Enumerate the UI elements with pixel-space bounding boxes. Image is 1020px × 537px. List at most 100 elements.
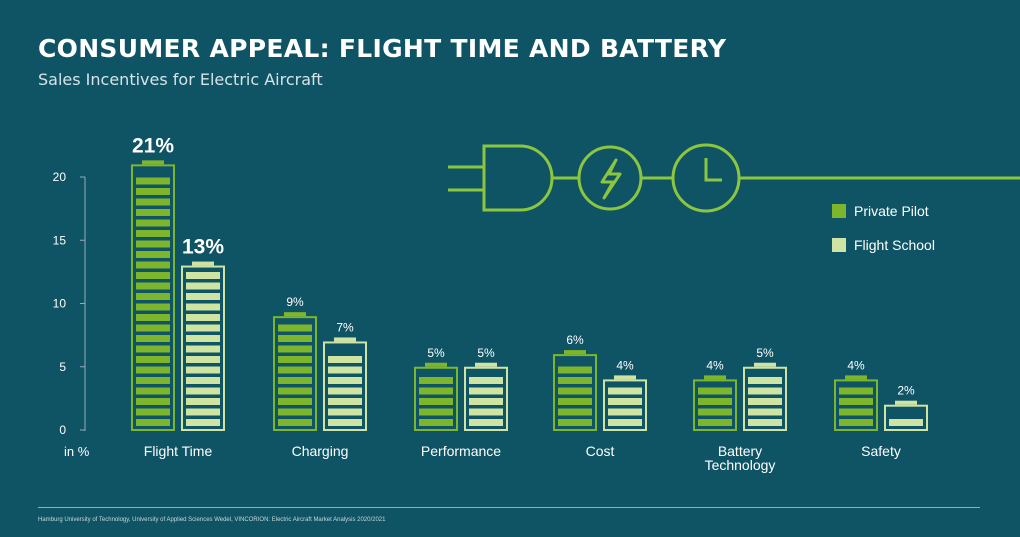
- battery-cell: [136, 261, 170, 269]
- value-label: 4%: [706, 358, 724, 372]
- battery-cell: [748, 398, 782, 405]
- battery-outline: [603, 379, 647, 431]
- value-label: 5%: [756, 346, 774, 360]
- category-label: Flight Time: [144, 443, 213, 459]
- battery-cell: [748, 419, 782, 426]
- battery-cap: [754, 362, 776, 367]
- plug-icon: [448, 144, 580, 212]
- battery-cell: [558, 377, 592, 384]
- category-label: Technology: [705, 457, 776, 473]
- battery-outline: [884, 404, 928, 432]
- bar-flight-school: 5%: [464, 346, 508, 431]
- battery-cell: [136, 387, 170, 395]
- battery-cell: [136, 293, 170, 300]
- battery-cell: [328, 419, 362, 426]
- battery-cell: [839, 387, 873, 395]
- battery-cell: [558, 387, 592, 395]
- legend-label-private-pilot: Private Pilot: [854, 203, 929, 219]
- battery-outline: [834, 379, 878, 431]
- battery-cell: [136, 209, 170, 216]
- category-label: Safety: [861, 443, 901, 459]
- bar-private-pilot: 9%: [273, 295, 317, 431]
- battery-cell: [469, 419, 503, 426]
- footer-divider: [38, 507, 980, 508]
- battery-cell: [136, 282, 170, 290]
- bar-flight-school: 4%: [603, 358, 647, 431]
- battery-cell: [186, 377, 220, 384]
- battery-cell: [469, 387, 503, 395]
- battery-cell: [278, 387, 312, 395]
- battery-cell: [469, 408, 503, 416]
- battery-cell: [136, 188, 170, 195]
- y-axis-unit-label: in %: [64, 444, 90, 459]
- battery-cell: [186, 303, 220, 311]
- y-tick-label: 0: [59, 423, 66, 437]
- battery-cell: [136, 335, 170, 342]
- battery-cell: [328, 408, 362, 416]
- battery-cell: [608, 408, 642, 416]
- battery-cell: [419, 377, 453, 384]
- value-label: 6%: [566, 333, 584, 347]
- battery-cap: [284, 312, 306, 317]
- battery-cell: [419, 408, 453, 416]
- battery-outline: [323, 341, 367, 432]
- battery-cell: [136, 240, 170, 248]
- battery-cell: [136, 230, 170, 237]
- battery-cap: [192, 261, 214, 266]
- legend: Private Pilot Flight School: [832, 203, 935, 253]
- value-label: 13%: [182, 236, 224, 259]
- battery-cell: [608, 387, 642, 395]
- source-note: Hamburg University of Technology, Univer…: [38, 517, 386, 523]
- battery-cell: [608, 419, 642, 426]
- value-label: 4%: [616, 358, 634, 372]
- y-axis: 0 5 10 15 20 in %: [53, 170, 90, 459]
- battery-cell: [136, 219, 170, 227]
- battery-cell: [558, 398, 592, 405]
- battery-cell: [136, 324, 170, 332]
- category-label: Charging: [292, 443, 349, 459]
- legend-swatch-private-pilot: [832, 204, 846, 218]
- y-tick-label: 5: [59, 360, 66, 374]
- battery-cell: [698, 398, 732, 405]
- battery-cell: [278, 345, 312, 353]
- battery-cell: [328, 398, 362, 405]
- battery-cell: [136, 377, 170, 384]
- battery-cell: [608, 398, 642, 405]
- battery-cell: [469, 377, 503, 384]
- chart-subtitle: Sales Incentives for Electric Aircraft: [38, 70, 323, 89]
- battery-cell: [748, 408, 782, 416]
- battery-cell: [278, 356, 312, 363]
- battery-outline: [553, 354, 597, 432]
- battery-cell: [186, 314, 220, 321]
- value-label: 9%: [286, 295, 304, 309]
- y-tick-label: 15: [53, 233, 67, 247]
- battery-cell: [278, 366, 312, 374]
- battery-cell: [278, 408, 312, 416]
- battery-cell: [136, 408, 170, 416]
- battery-cell: [186, 345, 220, 353]
- battery-cell: [558, 419, 592, 426]
- battery-cell: [136, 366, 170, 374]
- bar-flight-school: 2%: [884, 384, 928, 432]
- battery-cell: [186, 335, 220, 342]
- battery-cell: [698, 408, 732, 416]
- battery-cell: [839, 419, 873, 426]
- battery-cell: [419, 387, 453, 395]
- battery-cell: [889, 419, 923, 426]
- battery-cell: [186, 387, 220, 395]
- value-label: 7%: [336, 320, 354, 334]
- battery-outline: [414, 366, 458, 431]
- battery-cell: [136, 314, 170, 321]
- battery-cell: [698, 419, 732, 426]
- battery-cell: [186, 293, 220, 300]
- category-label: Performance: [421, 443, 501, 459]
- bar-private-pilot: 6%: [553, 333, 597, 432]
- battery-cell: [136, 303, 170, 311]
- legend-label-flight-school: Flight School: [854, 237, 935, 253]
- bar-flight-school: 5%: [743, 346, 787, 431]
- battery-outline: [693, 379, 737, 431]
- bar-flight-school: 7%: [323, 320, 367, 432]
- battery-cell: [698, 387, 732, 395]
- battery-cap: [334, 337, 356, 342]
